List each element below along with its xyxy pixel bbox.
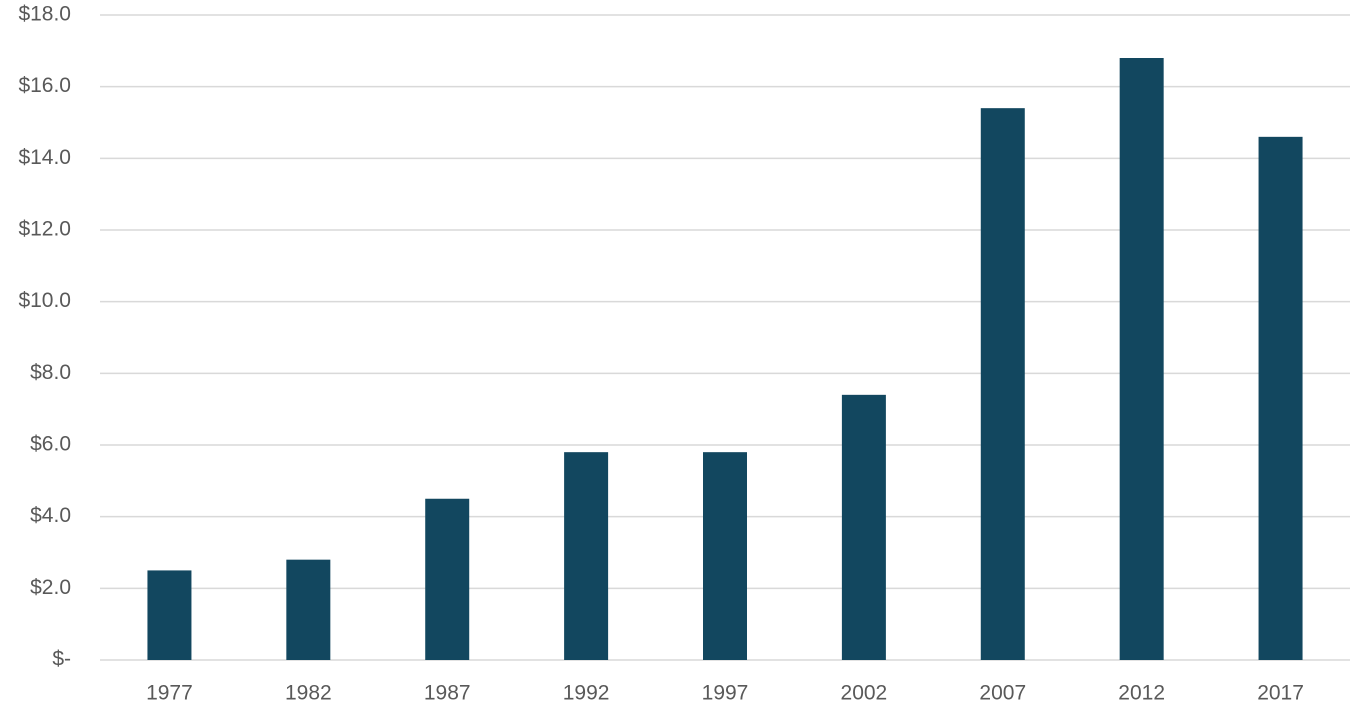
x-tick-label: 2017: [1257, 682, 1304, 705]
x-tick-label: 2012: [1118, 682, 1165, 705]
bar: [980, 108, 1025, 660]
bar: [564, 452, 609, 660]
bar: [147, 570, 192, 660]
y-tick-label: $-: [52, 648, 71, 671]
y-tick-label: $6.0: [30, 433, 71, 456]
y-tick-label: $18.0: [18, 3, 71, 26]
y-tick-label: $2.0: [30, 576, 71, 599]
y-tick-label: $8.0: [30, 361, 71, 384]
bar: [425, 498, 470, 660]
y-tick-label: $12.0: [18, 218, 71, 241]
bar: [703, 452, 747, 660]
x-tick-label: 1987: [424, 682, 471, 705]
y-tick-label: $10.0: [18, 289, 71, 312]
x-tick-label: 1992: [563, 682, 610, 705]
y-tick-label: $14.0: [18, 146, 71, 169]
bar: [1119, 58, 1164, 660]
x-tick-label: 1982: [285, 682, 332, 705]
y-tick-label: $16.0: [18, 74, 71, 97]
x-tick-label: 2002: [841, 682, 888, 705]
bar: [1258, 136, 1303, 661]
x-tick-label: 2007: [979, 682, 1026, 705]
x-tick-label: 1997: [702, 682, 749, 705]
bar: [286, 559, 331, 660]
bar: [841, 394, 886, 660]
y-tick-label: $4.0: [30, 504, 71, 527]
x-tick-label: 1977: [146, 682, 193, 705]
